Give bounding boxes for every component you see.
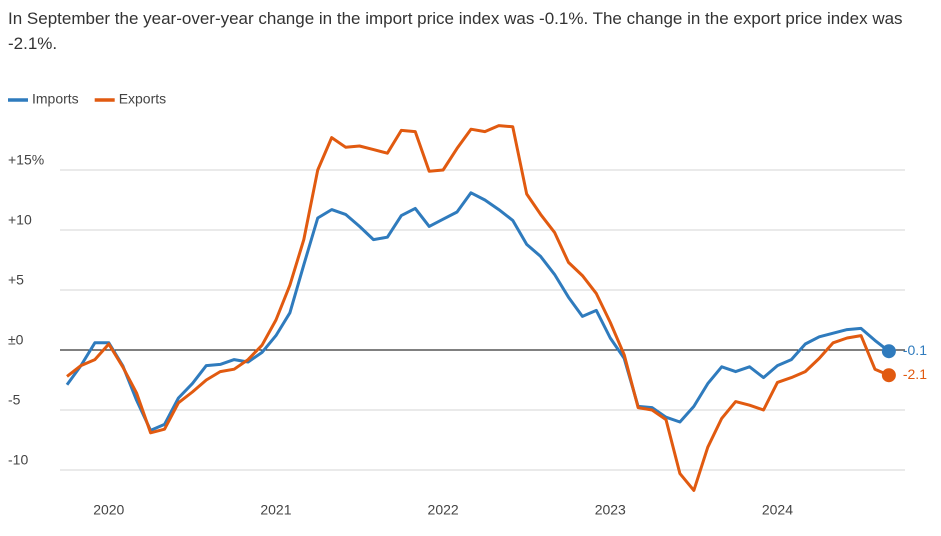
y-tick-label: +10 — [8, 212, 32, 228]
x-tick-label: 2023 — [595, 502, 626, 518]
end-dot — [881, 368, 896, 383]
end-label: -0.1 — [903, 342, 927, 358]
y-tick-label: -5 — [8, 392, 21, 408]
series-line — [65, 191, 890, 432]
legend-label: Exports — [119, 91, 166, 107]
x-tick-label: 2024 — [762, 502, 793, 518]
x-tick-label: 2020 — [93, 502, 124, 518]
chart-title: In September the year-over-year change i… — [8, 9, 903, 53]
y-tick-label: +5 — [8, 272, 24, 288]
x-tick-label: 2021 — [260, 502, 291, 518]
y-tick-label: -10 — [8, 452, 28, 468]
end-dot — [881, 344, 896, 359]
series-line — [66, 124, 890, 492]
end-label: -2.1 — [903, 366, 927, 382]
y-tick-label: ±0 — [8, 332, 24, 348]
y-tick-label: +15% — [8, 152, 44, 168]
x-tick-label: 2022 — [428, 502, 459, 518]
legend-label: Imports — [32, 91, 79, 107]
